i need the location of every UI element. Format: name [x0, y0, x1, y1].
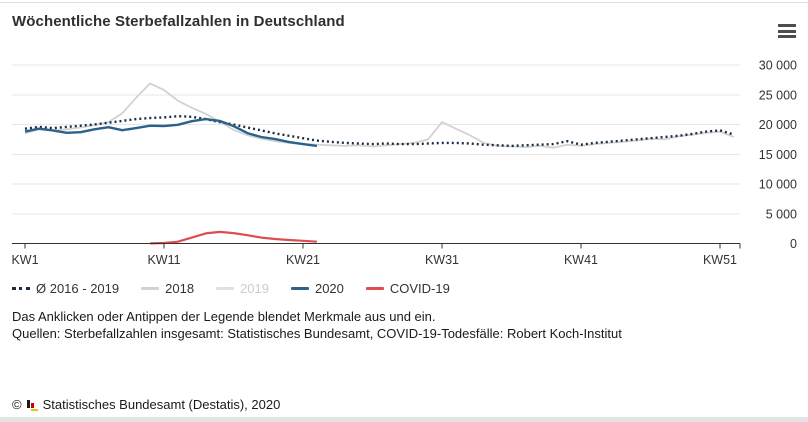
hamburger-menu-icon — [778, 24, 796, 27]
destatis-bar-chart-logo-icon — [26, 399, 38, 411]
sources-text: Quellen: Sterbefallzahlen insgesamt: Sta… — [12, 326, 622, 341]
x-axis-label: KW51 — [703, 253, 737, 267]
y-axis-label: 20 000 — [759, 118, 797, 132]
x-axis-label: KW21 — [286, 253, 320, 267]
copyright-symbol: © — [12, 397, 22, 412]
x-axis-label: KW41 — [564, 253, 598, 267]
page-title: Wöchentliche Sterbefallzahlen in Deutsch… — [12, 13, 345, 30]
legend-item-avg-2016-2019[interactable]: Ø 2016 - 2019 — [12, 281, 119, 296]
legend-label-2018: 2018 — [165, 281, 195, 296]
legend-label-2019: 2019 — [240, 281, 269, 296]
line-icon — [290, 287, 309, 290]
series-line-2020 — [24, 117, 318, 148]
legend-item-2019[interactable]: 2019 — [216, 281, 269, 296]
legend-item-2018[interactable]: 2018 — [141, 281, 194, 296]
line-icon — [141, 287, 160, 290]
legend-item-2020[interactable]: 2020 — [290, 281, 344, 296]
bottom-divider-strip — [0, 417, 808, 422]
x-axis-label: KW11 — [147, 253, 180, 267]
export-menu-button[interactable] — [777, 22, 797, 40]
legend-item-covid-19[interactable]: COVID-19 — [365, 281, 450, 296]
y-axis-label: 5 000 — [766, 207, 797, 221]
copyright-text: Statistisches Bundesamt (Destatis), 2020 — [42, 397, 281, 412]
top-border-line — [0, 2, 808, 3]
y-axis-label: 10 000 — [759, 178, 797, 192]
legend-label-covid-19: COVID-19 — [389, 281, 450, 296]
legend: Ø 2016 - 2019 2018 2019 2020 COVID-19 — [12, 281, 450, 296]
series-line-Ø2016-2019 — [24, 114, 735, 148]
y-axis-label: 0 — [790, 237, 797, 251]
legend-label-avg-2016-2019: Ø 2016 - 2019 — [36, 281, 120, 296]
y-axis-label: 25 000 — [759, 88, 797, 102]
series-line-2018 — [24, 82, 735, 149]
x-axis-label: KW31 — [425, 253, 459, 267]
legend-hint-text: Das Anklicken oder Antippen der Legende … — [12, 309, 436, 324]
y-axis-label: 15 000 — [759, 148, 797, 162]
legend-label-2020: 2020 — [314, 281, 344, 296]
series-line-COVID-19 — [150, 230, 317, 245]
y-axis-label: 30 000 — [759, 59, 797, 73]
line-icon — [216, 287, 235, 290]
chart-canvas: KW1 KW11 KW21 KW31 KW41 KW51 0 5 000 10 000 15 00… — [11, 59, 797, 268]
dotted-line-icon — [12, 287, 30, 290]
copyright-line: © Statistisches Bundesamt (Destatis), 20… — [12, 397, 280, 412]
x-axis-label: KW1 — [11, 253, 38, 267]
line-icon — [365, 287, 384, 290]
